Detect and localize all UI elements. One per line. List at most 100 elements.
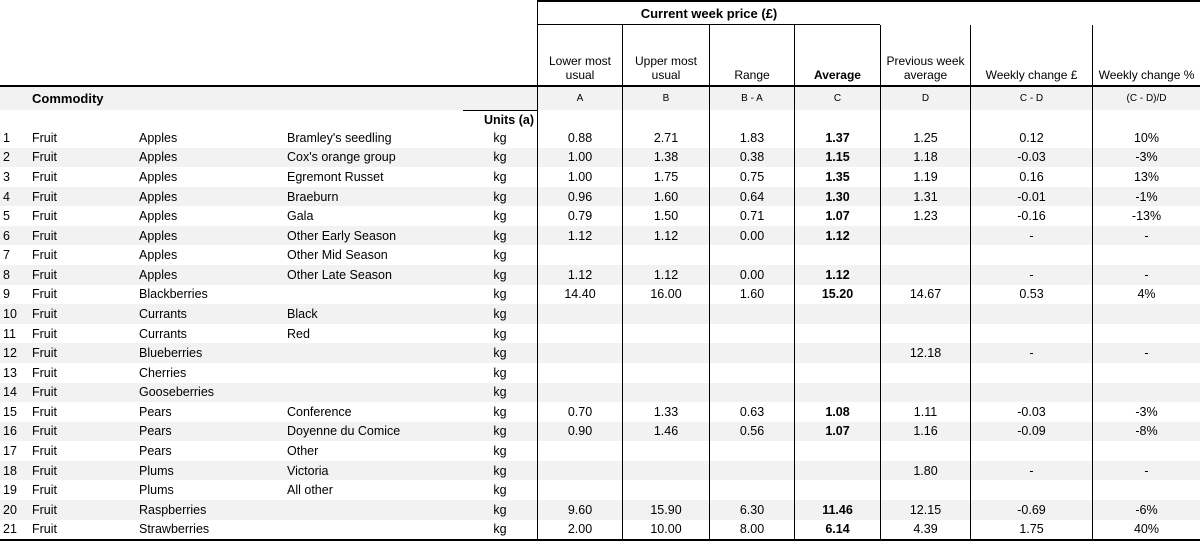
letter-c: C <box>794 87 880 110</box>
range-cell: 0.00 <box>709 265 794 285</box>
range-cell <box>709 460 794 481</box>
lower-most-usual-cell: 1.00 <box>537 147 622 168</box>
upper-most-usual-cell: 16.00 <box>622 284 709 305</box>
commodity-cell: Apples <box>139 169 178 184</box>
upper-most-usual-cell: 2.71 <box>622 128 709 148</box>
average-cell: 6.14 <box>794 519 880 540</box>
category-cell: Fruit <box>32 326 57 341</box>
category-cell: Fruit <box>32 424 57 439</box>
upper-most-usual-cell <box>622 304 709 324</box>
weekly-change-pounds-cell: 1.75 <box>970 519 1092 540</box>
row-number: 17 <box>3 444 17 459</box>
row-number: 10 <box>3 306 17 321</box>
variety-cell: Braeburn <box>287 189 339 204</box>
weekly-change-pounds-cell <box>970 245 1092 266</box>
average-cell: 1.35 <box>794 167 880 187</box>
lower-most-usual-cell: 1.00 <box>537 167 622 187</box>
table-row: 9 Fruit Blackberries kg 14.40 16.00 1.60… <box>0 284 1200 305</box>
weekly-change-pounds-cell: - <box>970 225 1092 246</box>
range-cell <box>709 441 794 461</box>
weekly-change-pounds-cell: - <box>970 343 1092 363</box>
category-cell: Fruit <box>32 169 57 184</box>
commodity-cell: Plums <box>139 463 174 478</box>
weekly-change-percent-cell: -1% <box>1092 186 1200 207</box>
units-row-cell <box>970 110 1092 128</box>
row-number: 4 <box>3 189 10 204</box>
weekly-change-pounds-cell: 0.53 <box>970 284 1092 305</box>
row-number: 13 <box>3 365 17 380</box>
units-row-cell <box>880 110 970 128</box>
lower-most-usual-cell <box>537 382 622 403</box>
weekly-change-percent-cell <box>1092 382 1200 403</box>
units-cell: kg <box>493 267 507 282</box>
weekly-change-percent-cell: -6% <box>1092 499 1200 520</box>
previous-week-average-cell: 1.18 <box>880 147 970 168</box>
units-cell: kg <box>493 346 507 361</box>
commodity-cell: Strawberries <box>139 522 210 537</box>
lower-most-usual-cell <box>537 480 622 500</box>
units-cell: kg <box>493 522 507 537</box>
letter-c-minus-d-over-d: (C - D)/D <box>1092 87 1200 110</box>
range-cell <box>709 343 794 363</box>
lower-most-usual-cell: 1.12 <box>537 265 622 285</box>
range-cell: 0.75 <box>709 167 794 187</box>
variety-cell <box>285 520 463 540</box>
weekly-change-percent-cell <box>1092 441 1200 461</box>
lower-most-usual-cell <box>537 323 622 344</box>
row-number: 21 <box>3 522 17 537</box>
lower-most-usual-cell: 1.12 <box>537 225 622 246</box>
units-row-cell <box>709 110 794 128</box>
previous-week-average-cell: 1.19 <box>880 167 970 187</box>
average-cell: 1.15 <box>794 147 880 168</box>
units-cell: kg <box>493 150 507 165</box>
row-number: 6 <box>3 228 10 243</box>
upper-most-usual-cell <box>622 343 709 363</box>
range-cell: 0.38 <box>709 147 794 168</box>
upper-most-usual-cell: 15.90 <box>622 499 709 520</box>
category-cell: Fruit <box>32 385 57 400</box>
upper-most-usual-cell <box>622 441 709 461</box>
units-cell: kg <box>493 169 507 184</box>
upper-most-usual-cell: 1.60 <box>622 186 709 207</box>
row-number: 12 <box>3 346 17 361</box>
category-cell: Fruit <box>32 306 57 321</box>
weekly-change-pounds-cell: - <box>970 265 1092 285</box>
range-cell <box>709 480 794 500</box>
table-row: 17 Fruit Pears Other kg <box>0 441 1200 461</box>
upper-most-usual-cell: 1.46 <box>622 421 709 442</box>
table-row: 19 Fruit Plums All other kg <box>0 480 1200 500</box>
row-number: 7 <box>3 248 10 263</box>
row-number: 11 <box>3 326 16 341</box>
weekly-change-pounds-cell <box>970 323 1092 344</box>
average-cell <box>794 362 880 383</box>
table-row: 12 Fruit Blueberries kg 12.18 - - <box>0 343 1200 363</box>
table-row: 1 Fruit Apples Bramley's seedling kg 0.8… <box>0 128 1200 148</box>
previous-week-average-cell: 14.67 <box>880 284 970 305</box>
table-bottom-border <box>0 539 1200 541</box>
weekly-change-percent-cell <box>1092 304 1200 324</box>
units-heading: Units (a) <box>463 110 537 128</box>
weekly-change-pounds-cell: -0.03 <box>970 147 1092 168</box>
category-cell: Fruit <box>32 365 57 380</box>
commodity-cell: Apples <box>139 209 178 224</box>
table-row: 16 Fruit Pears Doyenne du Comice kg 0.90… <box>0 421 1200 442</box>
group-header-spacer <box>0 0 537 25</box>
weekly-change-percent-cell: - <box>1092 343 1200 363</box>
weekly-change-percent-cell: - <box>1092 225 1200 246</box>
units-cell: kg <box>493 228 507 243</box>
upper-most-usual-cell: 1.33 <box>622 402 709 422</box>
category-cell: Fruit <box>32 130 57 145</box>
previous-week-average-cell <box>880 304 970 324</box>
units-cell: kg <box>493 385 507 400</box>
commodity-cell: Currants <box>139 306 187 321</box>
previous-week-average-cell: 1.31 <box>880 186 970 207</box>
range-cell: 0.56 <box>709 421 794 442</box>
weekly-change-pounds-cell: 0.12 <box>970 128 1092 148</box>
variety-cell: Gala <box>287 209 314 224</box>
units-row-cell <box>1092 110 1200 128</box>
average-cell <box>794 323 880 344</box>
range-cell <box>709 304 794 324</box>
units-cell: kg <box>493 326 507 341</box>
row-number: 14 <box>3 385 17 400</box>
weekly-change-pounds-cell <box>970 304 1092 324</box>
